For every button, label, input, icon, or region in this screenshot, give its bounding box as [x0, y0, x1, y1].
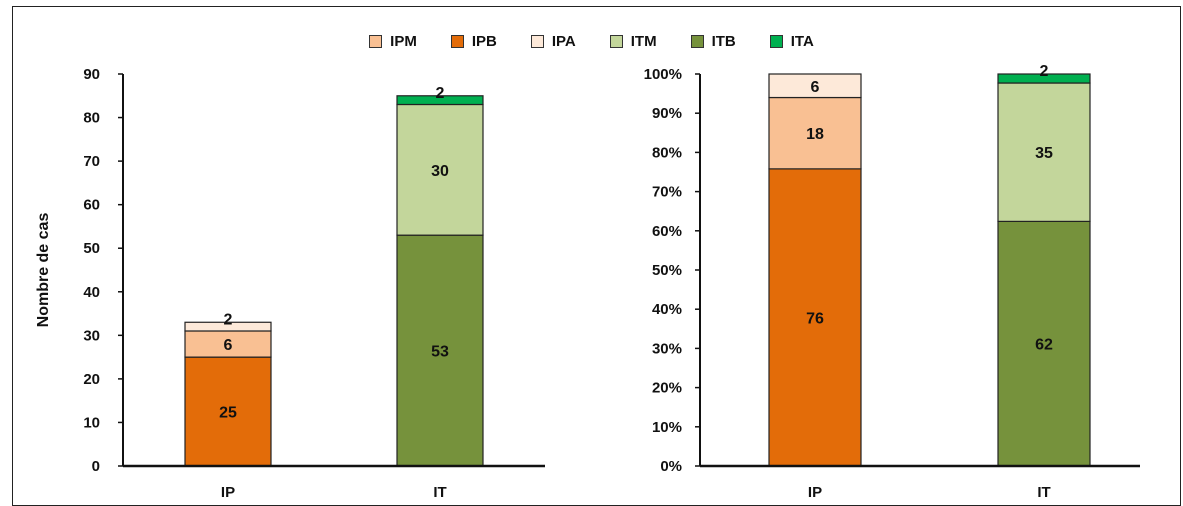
data-label: 2: [1040, 63, 1049, 80]
legend-label-ita: ITA: [790, 32, 814, 50]
legend-swatch-ita: [769, 34, 783, 48]
y-tick-label: 50: [83, 240, 100, 257]
legend-swatch-itm: [609, 34, 623, 48]
y-tick-label: 60%: [652, 223, 682, 240]
legend-item-ita: ITA: [769, 32, 814, 50]
x-tick-label: IT: [1037, 484, 1050, 501]
y-axis-label: Nombre de cas: [35, 213, 52, 328]
legend-label-ipm: IPM: [390, 32, 417, 50]
data-label: 2: [436, 85, 445, 102]
legend-swatch-ipm: [369, 34, 383, 48]
legend-item-ipb: IPB: [450, 32, 497, 50]
y-tick-label: 20: [83, 371, 100, 388]
x-tick-label: IT: [433, 484, 446, 501]
y-tick-label: 80: [83, 110, 100, 127]
bar-segment-ipb: [184, 356, 272, 467]
y-tick-label: 30: [83, 327, 100, 344]
x-tick-label: IP: [808, 484, 822, 501]
legend-item-itb: ITB: [690, 32, 736, 50]
bar-segment-ipb: [768, 168, 862, 467]
data-label: 53: [431, 344, 449, 361]
y-tick-label: 40: [83, 284, 100, 301]
y-tick-label: 80%: [652, 144, 682, 161]
data-label: 18: [806, 126, 824, 143]
y-tick-label: 90: [83, 66, 100, 83]
legend-swatch-itb: [690, 34, 704, 48]
bar-segment-itb: [997, 220, 1091, 467]
y-tick-label: 60: [83, 197, 100, 214]
data-label: 35: [1035, 145, 1053, 162]
legend-item-ipm: IPM: [369, 33, 417, 50]
legend-label-itb: ITB: [711, 32, 736, 50]
legend-label-ipa: IPA: [551, 32, 576, 50]
y-tick-label: 0: [92, 458, 100, 475]
y-tick-label: 30%: [652, 340, 682, 357]
legend-swatch-ipa: [530, 34, 544, 48]
bar-segment-itb: [396, 234, 484, 467]
x-tick-label: IP: [221, 484, 235, 501]
y-tick-label: 70: [83, 153, 100, 170]
y-tick-label: 100%: [644, 66, 682, 83]
y-tick-label: 0%: [660, 458, 682, 475]
legend-item-ipa: IPA: [530, 32, 576, 50]
bar-segment-itm: [396, 103, 484, 236]
chart-legend: IPM IPB IPA ITM ITB ITA: [0, 28, 1183, 54]
y-tick-label: 50%: [652, 262, 682, 279]
data-label: 76: [806, 310, 824, 327]
data-label: 62: [1035, 337, 1053, 354]
y-tick-label: 20%: [652, 380, 682, 397]
data-label: 30: [431, 163, 449, 180]
bar-segment-ipa: [768, 73, 862, 99]
data-label: 2: [224, 311, 233, 328]
bar-segment-ita: [997, 73, 1091, 84]
bar-segment-itm: [997, 82, 1091, 222]
bar-segment-ipa: [184, 321, 272, 332]
legend-label-ipb: IPB: [471, 32, 497, 50]
data-label: 6: [224, 337, 233, 354]
y-tick-label: 40%: [652, 301, 682, 318]
y-tick-label: 10%: [652, 419, 682, 436]
data-label: 6: [811, 79, 820, 96]
y-tick-label: 70%: [652, 184, 682, 201]
y-tick-label: 90%: [652, 105, 682, 122]
legend-item-itm: ITM: [609, 32, 657, 50]
bar-segment-ita: [396, 95, 484, 106]
y-tick-label: 10: [83, 414, 100, 431]
legend-label-itm: ITM: [630, 32, 657, 50]
legend-swatch-ipb: [450, 34, 464, 48]
data-label: 25: [219, 405, 237, 422]
